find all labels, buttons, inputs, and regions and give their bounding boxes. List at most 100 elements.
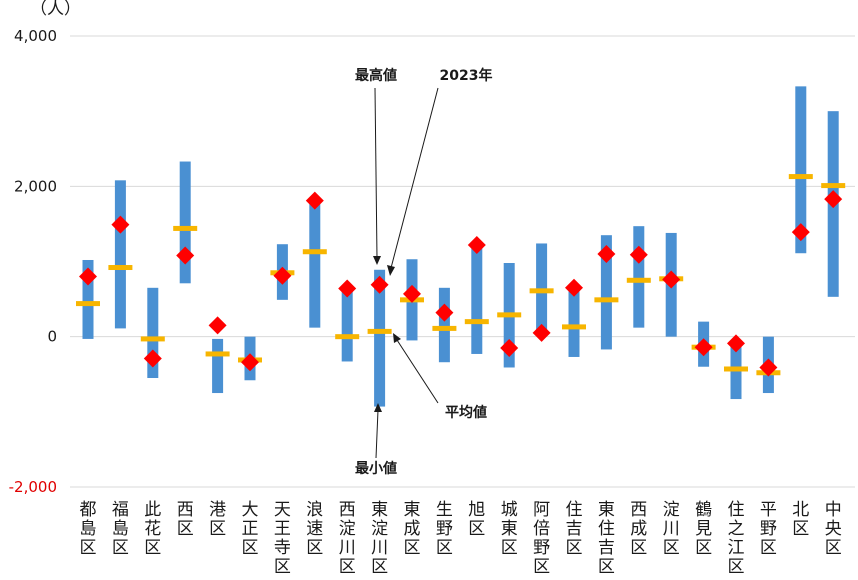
category-label: 城東区 [501,500,518,558]
annotation-arrow-min [375,409,379,459]
range-bar [179,161,191,284]
latest-marker [629,245,648,264]
category-label: 浪速区 [306,500,323,558]
y-tick-label: 4,000 [14,27,57,45]
average-marker [724,366,748,372]
annotation-arrow-avg [396,339,439,404]
latest-marker [241,353,259,372]
category-label: 東淀川区 [371,500,388,577]
latest-marker [467,235,486,254]
latest-marker [273,266,292,285]
latest-marker [111,215,130,234]
category-label: 西成区 [630,500,647,558]
category-label: 大正区 [242,500,259,558]
average-marker [302,249,327,255]
annotation-arrow-2023 [390,87,439,269]
category-label: 北区 [792,500,809,539]
category-label: 住吉区 [566,500,583,558]
category-label: 住之江区 [728,500,745,577]
category-label: 東住吉区 [598,500,615,577]
range-bar [471,244,483,354]
latest-marker [824,190,843,209]
latest-marker [759,358,778,377]
range-bar [341,288,353,362]
latest-marker [338,279,357,298]
annotation-average: 平均値 [445,404,487,421]
range-bar [633,226,645,328]
category-label: 淀川区 [663,500,680,558]
category-label: 旭区 [468,500,485,539]
range-bar [438,287,450,363]
range-bar [212,338,224,394]
category-label: 港区 [209,500,226,539]
latest-marker [727,334,745,353]
average-marker [432,325,457,331]
latest-marker [694,338,713,357]
latest-marker [597,244,616,263]
annotation-arrowhead-min [374,403,382,412]
average-marker [464,319,489,325]
category-labels: 都島区福島区此花区西区港区大正区天王寺区浪速区西淀川区東淀川区東成区生野区旭区城… [80,500,842,577]
y-tick-label: 2,000 [14,177,57,195]
range-bar [147,287,159,379]
latest-marker [662,270,681,289]
annotations: 最高値 2023年 平均値 最小値 [355,67,492,477]
latest-marker [403,284,421,303]
range-bar [374,269,386,407]
range-bar [600,235,612,350]
y-axis-ticks: 4,000 2,000 0 -2,000 [9,27,57,496]
category-label: 西区 [177,500,194,539]
latest-marker [208,316,227,335]
gridlines [70,35,855,488]
average-marker [367,328,392,334]
latest-marker [143,349,162,368]
category-label: 天王寺区 [274,500,291,577]
latest-marker [176,246,195,265]
annotation-arrowhead-max [373,256,381,265]
range-bar [114,180,126,329]
average-marker [788,174,813,180]
annotation-min: 最小値 [355,460,397,477]
category-label: 福島区 [112,500,129,558]
range-bar [82,259,94,339]
average-marker [205,351,230,357]
range-bar [730,344,742,400]
latest-year-markers [79,190,843,377]
range-bar [795,86,807,254]
average-marker [335,334,360,340]
latest-marker [791,223,810,242]
annotation-arrowhead-2023 [387,265,395,276]
annotation-arrow-max [374,87,378,259]
category-label: 東成区 [404,500,421,558]
latest-marker [565,278,583,297]
average-marker [626,277,651,283]
range-bars [82,86,839,407]
y-tick-label: -2,000 [9,478,57,496]
category-label: 中央区 [825,500,842,558]
category-label: 西淀川区 [339,500,356,577]
annotation-max: 最高値 [355,67,397,84]
y-unit-label: （人） [30,0,81,19]
average-marker [594,297,619,303]
y-tick-label: 0 [47,328,57,346]
range-bar [309,201,321,328]
category-label: 此花区 [144,500,161,558]
range-bar [568,287,580,357]
average-marker [173,225,198,231]
average-marker [821,183,846,189]
latest-marker [79,267,97,286]
latest-marker [500,338,519,357]
average-marker [140,336,165,342]
average-marker [76,301,100,307]
category-label: 生野区 [436,500,453,558]
average-marker [108,265,133,271]
latest-marker [435,303,454,322]
category-label: 鶴見区 [695,500,712,558]
annotation-2023: 2023年 [440,67,493,84]
average-marker [529,288,554,294]
latest-marker [532,323,551,342]
category-label: 平野区 [760,500,777,558]
average-marker [497,312,522,318]
annotation-arrowhead-avg [393,333,401,343]
